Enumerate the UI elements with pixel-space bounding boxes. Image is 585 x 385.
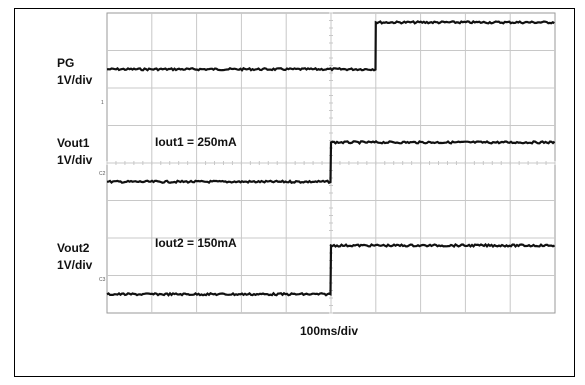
vout2-scale-label: 1V/div xyxy=(57,258,93,272)
vout1-ground-marker: C2 xyxy=(99,171,106,177)
iout1-annotation: Iout1 = 250mA xyxy=(155,135,237,149)
vout1-channel-label: Vout1 xyxy=(57,136,90,150)
oscilloscope-plot: PG 1V/div Vout1 1V/div Iout1 = 250mA Vou… xyxy=(57,12,556,338)
vout2-ground-marker: C3 xyxy=(99,277,106,283)
iout2-annotation: Iout2 = 150mA xyxy=(155,236,237,250)
pg-scale-label: 1V/div xyxy=(57,73,93,87)
pg-trace xyxy=(106,19,555,72)
x-axis-scale-label: 100ms/div xyxy=(300,324,358,338)
traces xyxy=(106,19,556,297)
pg-ground-marker: 1 xyxy=(101,100,104,106)
pg-channel-label: PG xyxy=(57,56,74,70)
vout2-channel-label: Vout2 xyxy=(57,241,90,255)
vout1-scale-label: 1V/div xyxy=(57,153,93,167)
plot-frame: PG 1V/div Vout1 1V/div Iout1 = 250mA Vou… xyxy=(14,8,575,377)
vout2-trace xyxy=(106,242,556,297)
vout1-trace xyxy=(106,140,556,185)
